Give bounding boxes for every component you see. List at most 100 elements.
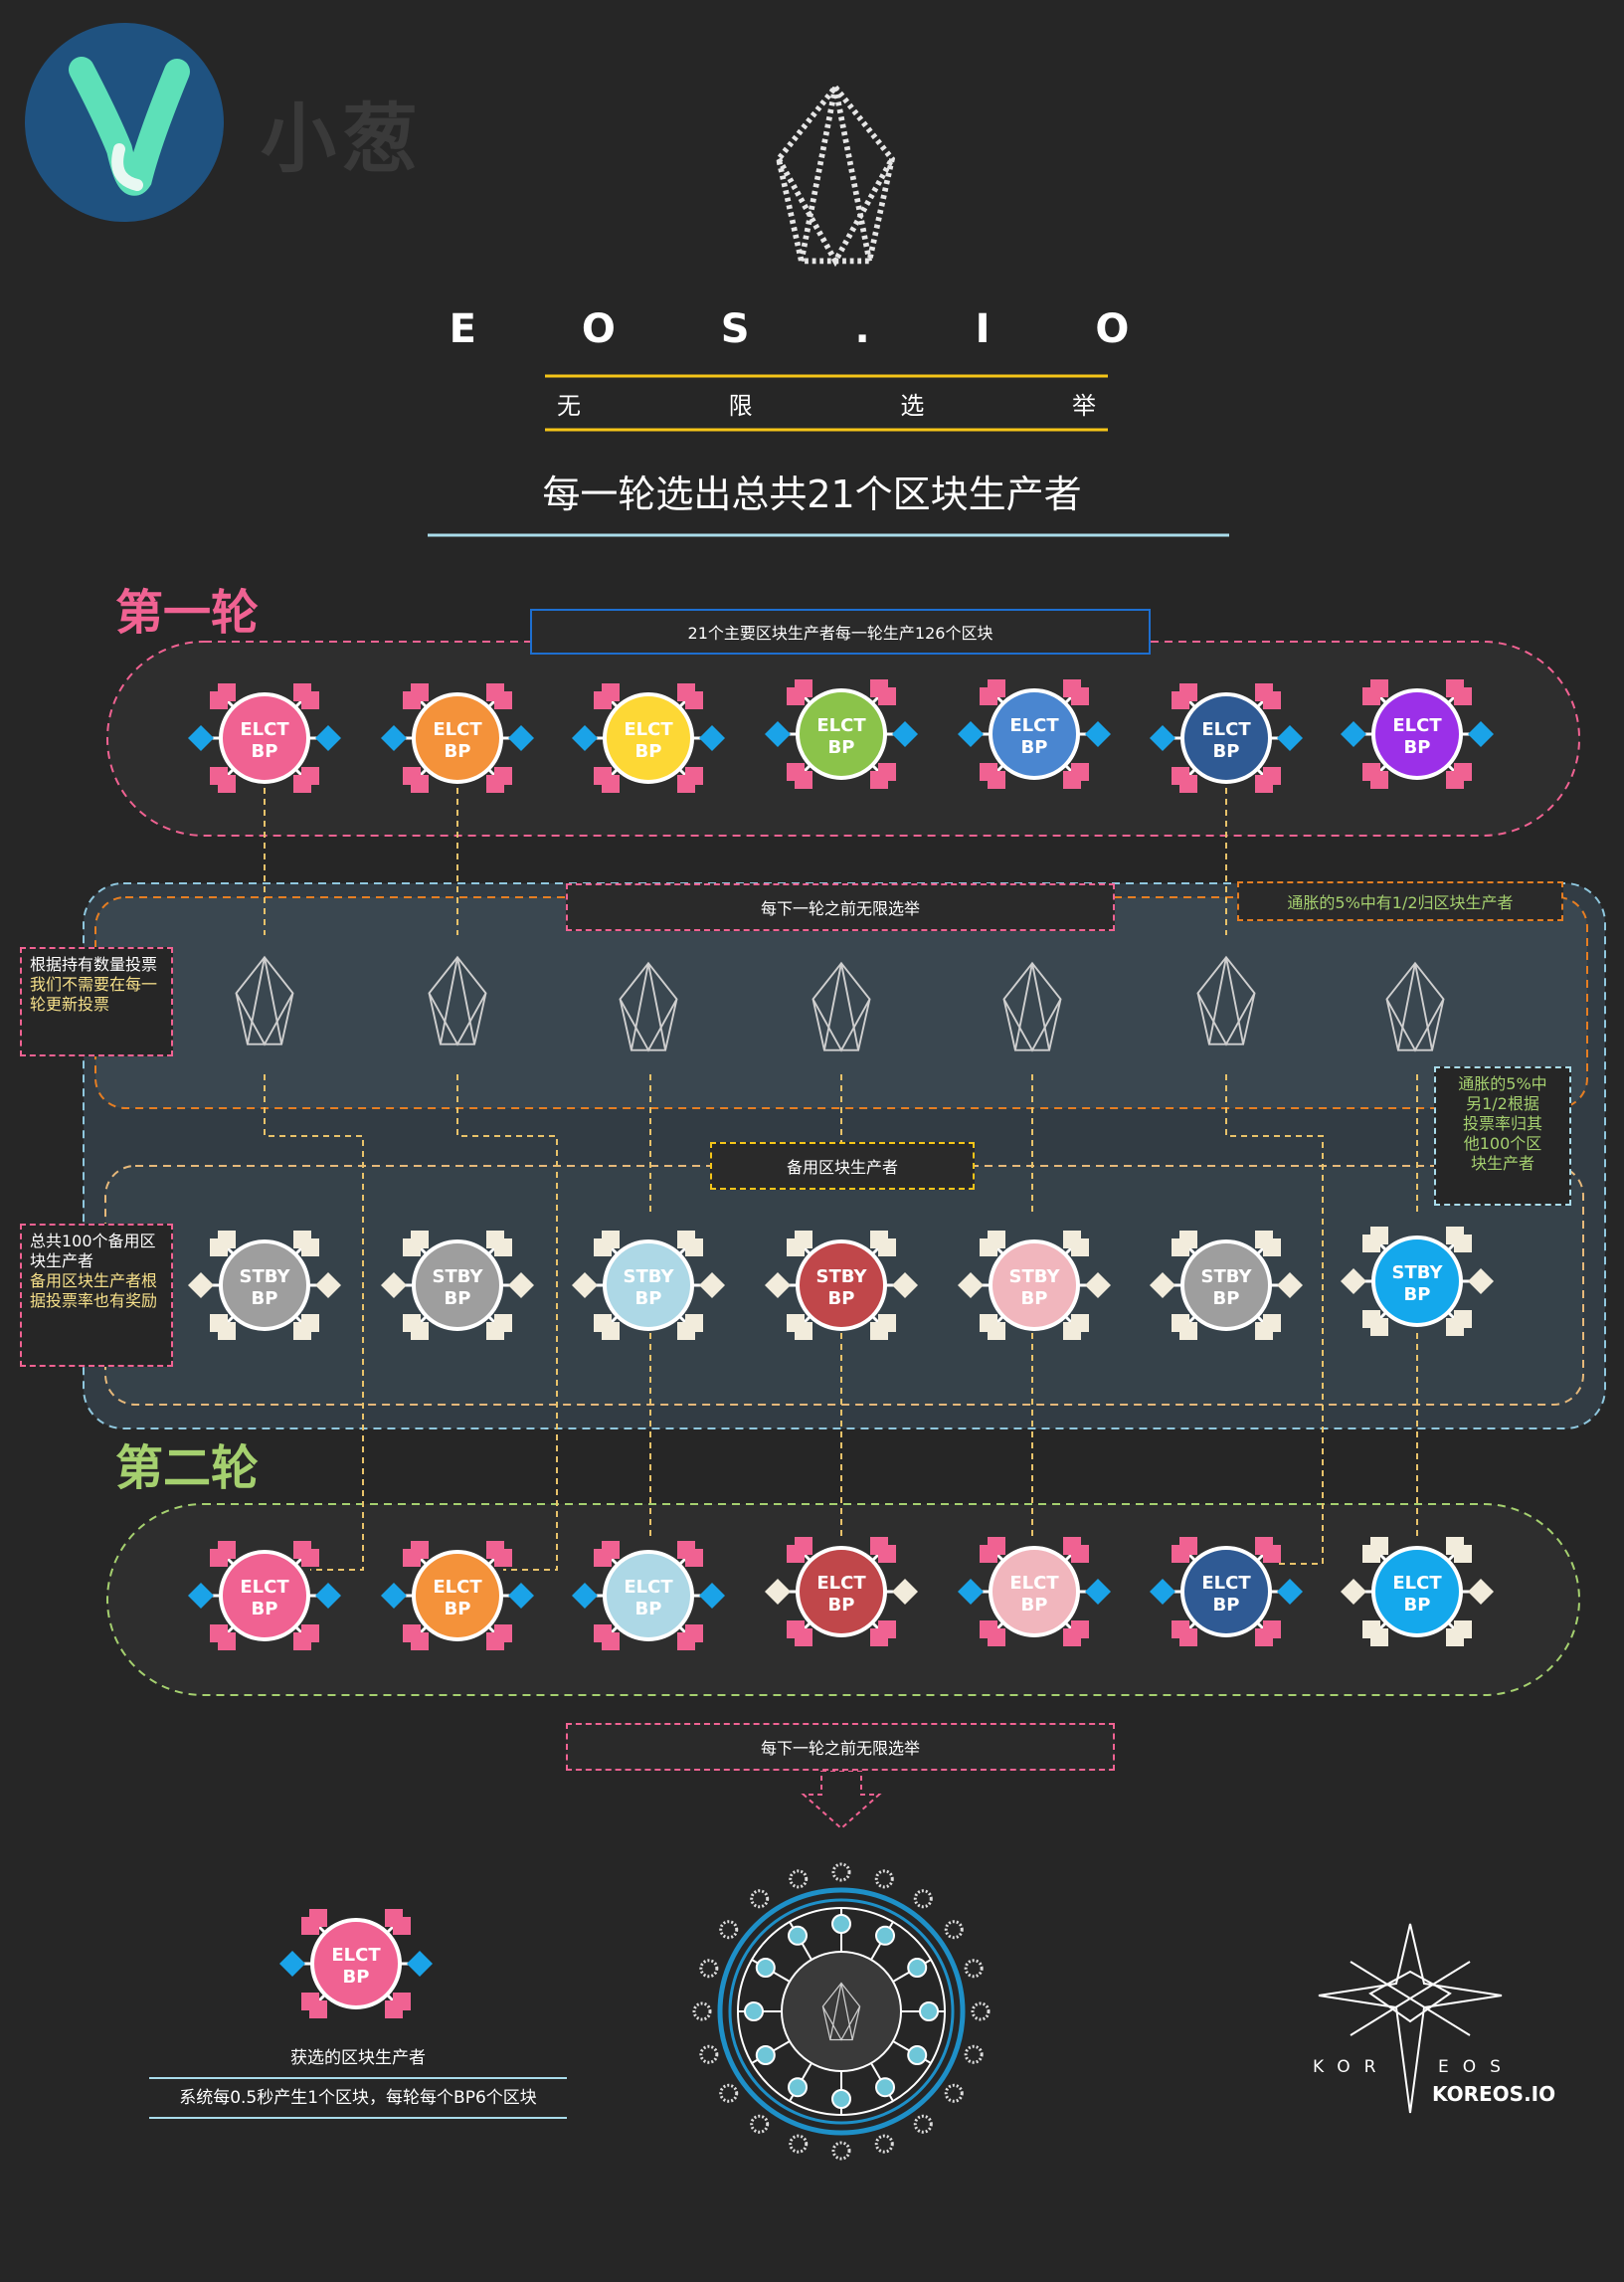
bp-node-label-bottom: BP: [1213, 741, 1240, 762]
inflation-note-line: 他100个区: [1463, 1134, 1542, 1153]
bp-node-label-top: ELCT: [331, 1945, 381, 1966]
standby-note-line: 块生产者: [30, 1251, 94, 1270]
inflation-note: 通胀的5%中 另1/2根据 投票率归其 他100个区 块生产者: [1434, 1066, 1571, 1206]
bp-node-label-bottom: BP: [1021, 1288, 1048, 1309]
vote-note-line: 根据持有数量投票: [30, 955, 158, 974]
bp-node-label-top: ELCT: [816, 1573, 866, 1594]
bp-node-label-bottom: BP: [1213, 1288, 1240, 1309]
bp-node-label-top: STBY: [432, 1266, 483, 1287]
round2-vote-banner: 每下一轮之前无限选举: [566, 1723, 1115, 1771]
bp-node-label-top: STBY: [1391, 1262, 1443, 1283]
legend-caption: 获选的区块生产者: [290, 2048, 426, 2068]
inflation-note-line: 投票率归其: [1462, 1114, 1542, 1133]
bp-node-label-bottom: BP: [252, 741, 278, 762]
bp-node-label-bottom: BP: [828, 1595, 855, 1616]
connection-lines: [264, 788, 1418, 1571]
bp-node-label-bottom: BP: [828, 1288, 855, 1309]
koreos-io-text: KOREOS.IO: [1432, 2082, 1556, 2106]
bp-node-label-bottom: BP: [1404, 737, 1431, 758]
bp-node-label-bottom: BP: [1213, 1595, 1240, 1616]
bp-node-label-top: ELCT: [1392, 715, 1442, 736]
bp-node-label-bottom: BP: [343, 1967, 370, 1988]
inflation-banner: 通胀的5%中有1/2归区块生产者: [1237, 881, 1563, 921]
bp-node-label-bottom: BP: [1021, 1595, 1048, 1616]
bp-node-label-top: ELCT: [624, 1577, 673, 1598]
bp-node-label-bottom: BP: [635, 741, 662, 762]
standby-nodes: STBYBPSTBYBPSTBYBPSTBYBPSTBYBPSTBYBPSTBY…: [188, 1227, 1494, 1340]
bp-node-label-top: ELCT: [433, 719, 482, 740]
standby-banner: 备用区块生产者: [710, 1142, 975, 1190]
legend-description: 系统每0.5秒产生1个区块，每轮每个BP6个区块: [149, 2077, 567, 2119]
round2-nodes: ELCTBPELCTBPELCTBPELCTBPELCTBPELCTBPELCT…: [188, 1537, 1494, 1650]
bp-node-label-top: ELCT: [433, 1577, 482, 1598]
koreos-right-text: EOS: [1438, 2057, 1515, 2077]
headline: 每一轮选出总共21个区块生产者: [542, 473, 1082, 516]
bp-node-label-top: ELCT: [1392, 1573, 1442, 1594]
round1-title: 第一轮: [115, 585, 260, 641]
bp-node-label-top: ELCT: [1009, 1573, 1059, 1594]
down-arrow-icon: [801, 1770, 882, 1830]
vote-note: 根据持有数量投票 我们不需要在每一 轮更新投票: [20, 947, 173, 1056]
bp-node-label-bottom: BP: [445, 741, 471, 762]
koreos-left-text: KOR: [1313, 2057, 1390, 2077]
round2-title: 第二轮: [115, 1440, 260, 1496]
bp-node-label-bottom: BP: [828, 737, 855, 758]
inflation-note-line: 通胀的5%中: [1458, 1074, 1547, 1093]
round1-banner: 21个主要区块生产者每一轮生产126个区块: [530, 609, 1151, 655]
bp-node-label-top: ELCT: [1201, 719, 1251, 740]
bp-node-label-top: ELCT: [240, 1577, 289, 1598]
bp-node-label-bottom: BP: [445, 1288, 471, 1309]
subtitle-char: 举: [1071, 391, 1096, 420]
bp-node-label-bottom: BP: [635, 1599, 662, 1619]
bp-node-label-top: ELCT: [816, 715, 866, 736]
bp-node-label-bottom: BP: [1404, 1595, 1431, 1616]
bp-node-label-top: STBY: [1200, 1266, 1252, 1287]
vote-note-line: 轮更新投票: [30, 995, 110, 1014]
vote-note-line: 我们不需要在每一: [30, 975, 158, 994]
standby-note: 总共100个备用区 块生产者 备用区块生产者根 据投票率也有奖励: [20, 1224, 173, 1367]
bp-node-label-bottom: BP: [252, 1288, 278, 1309]
bp-node-label-bottom: BP: [445, 1599, 471, 1619]
standby-note-line: 据投票率也有奖励: [30, 1291, 158, 1310]
eos-title: E O S . I O: [449, 306, 1175, 352]
bp-node-label-top: ELCT: [1201, 1573, 1251, 1594]
bp-node-label-top: STBY: [623, 1266, 674, 1287]
bp-node-label-bottom: BP: [1404, 1284, 1431, 1305]
bp-node-label-top: ELCT: [624, 719, 673, 740]
standby-note-line: 总共100个备用区: [30, 1232, 156, 1250]
subtitle-char: 限: [728, 391, 753, 420]
subtitle-char: 无: [557, 391, 581, 420]
eos-logo-icon: [775, 83, 896, 268]
bp-node-label-top: ELCT: [240, 719, 289, 740]
bp-node-label-top: STBY: [815, 1266, 867, 1287]
round1-nodes: ELCTBPELCTBPELCTBPELCTBPELCTBPELCTBPELCT…: [188, 679, 1494, 793]
vote-banner: 每下一轮之前无限选举: [566, 883, 1115, 931]
subtitle-char: 选: [900, 391, 925, 420]
brand-name: 小葱: [261, 95, 424, 183]
brand-logo: [25, 23, 224, 222]
bp-node-label-top: STBY: [239, 1266, 290, 1287]
subtitle: 无 限 选 举: [545, 376, 1108, 430]
